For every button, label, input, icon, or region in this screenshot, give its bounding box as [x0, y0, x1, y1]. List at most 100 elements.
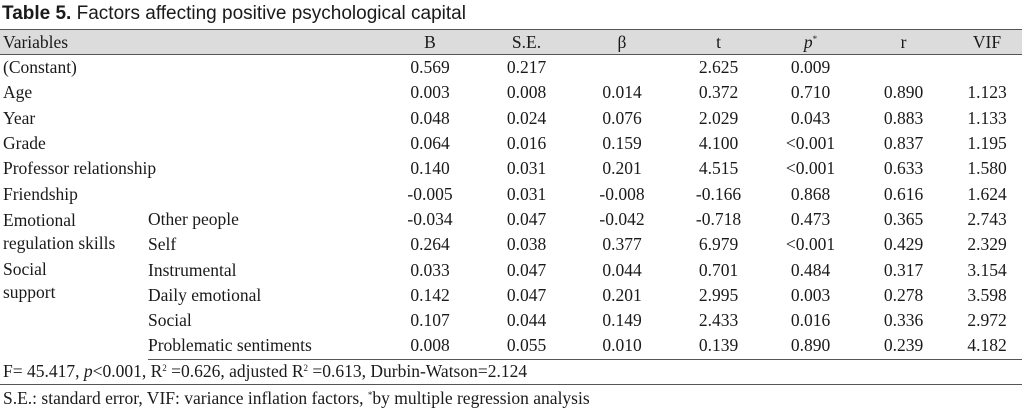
table-row: Grade 0.064 0.016 0.159 4.100 <0.001 0.8… — [0, 131, 1022, 156]
sub-row-label: Daily emotional — [148, 284, 262, 305]
cell-beta: 0.014 — [602, 82, 642, 103]
cell-b: 0.142 — [410, 284, 450, 305]
header-p: p* — [766, 29, 855, 55]
cell-beta: 0.201 — [602, 284, 642, 305]
cell-b: -0.005 — [407, 183, 453, 204]
cell-beta: 0.201 — [602, 158, 642, 179]
table-row: Year 0.048 0.024 0.076 2.029 0.043 0.883… — [0, 106, 1022, 131]
cell-t: 0.372 — [698, 82, 739, 103]
cell-se: 0.044 — [506, 310, 547, 331]
cell-p: 0.003 — [790, 284, 831, 305]
cell-vif: 3.598 — [967, 284, 1007, 305]
table-row: Social 0.107 0.044 0.149 2.433 0.016 0.3… — [0, 308, 1022, 333]
cell-se: 0.055 — [480, 333, 573, 360]
cell-se: 0.008 — [506, 82, 547, 103]
cell-se: 0.024 — [506, 107, 547, 128]
cell-beta: 0.149 — [602, 310, 642, 331]
cell-vif: 2.329 — [967, 234, 1007, 255]
cell-vif: 2.743 — [967, 208, 1007, 229]
table-row: Professor relationship 0.140 0.031 0.201… — [0, 156, 1022, 181]
sub-row-label: Other people — [148, 208, 239, 229]
cell-p: <0.001 — [785, 158, 836, 179]
cell-se: 0.016 — [506, 133, 547, 154]
cell-b: 0.264 — [410, 234, 450, 255]
cell-r: 0.336 — [883, 310, 924, 331]
cell-t: 0.139 — [671, 333, 766, 360]
table-row: Daily emotional 0.142 0.047 0.201 2.995 … — [0, 283, 1022, 308]
cell-p: 0.484 — [790, 259, 831, 280]
cell-b: 0.048 — [410, 107, 450, 128]
table-footnote: S.E.: standard error, VIF: variance infl… — [3, 388, 590, 408]
group-label-social: Social support — [3, 259, 56, 303]
cell-se: 0.038 — [506, 234, 547, 255]
cell-vif: 4.182 — [952, 333, 1022, 360]
cell-t: 2.029 — [698, 107, 739, 128]
cell-b: 0.064 — [410, 133, 450, 154]
cell-se: 0.047 — [506, 259, 547, 280]
cell-se: 0.047 — [506, 208, 547, 229]
cell-r: 0.317 — [883, 259, 924, 280]
row-label: Grade — [3, 133, 46, 154]
cell-r: 0.429 — [883, 234, 924, 255]
cell-p: 0.868 — [790, 183, 831, 204]
cell-r: 0.616 — [883, 183, 924, 204]
row-label: Year — [3, 107, 36, 128]
cell-se: 0.047 — [506, 284, 547, 305]
cell-p: 0.473 — [790, 208, 831, 229]
cell-t: 4.100 — [698, 133, 739, 154]
row-label: Professor relationship — [3, 158, 157, 179]
table-caption: Table 5. Factors affecting positive psyc… — [2, 1, 466, 27]
table-row: (Constant) 0.569 0.217 2.625 0.009 — [0, 55, 1022, 81]
cell-b: 0.003 — [410, 82, 450, 103]
cell-b: 0.569 — [410, 57, 450, 78]
cell-vif: 1.133 — [967, 107, 1007, 128]
cell-r: 0.883 — [883, 107, 924, 128]
cell-b: 0.008 — [380, 333, 480, 360]
table-row: Age 0.003 0.008 0.014 0.372 0.710 0.890 … — [0, 80, 1022, 105]
cell-vif: 1.123 — [967, 82, 1007, 103]
sub-row-label: Social — [148, 310, 192, 331]
cell-p: 0.890 — [766, 333, 855, 360]
cell-beta: 0.076 — [602, 107, 642, 128]
cell-t: 2.433 — [698, 310, 739, 331]
cell-b: 0.107 — [410, 310, 450, 331]
cell-p: 0.016 — [790, 310, 831, 331]
table-row: Emotional regulation skills Other people … — [0, 207, 1022, 253]
divider — [0, 384, 1022, 385]
cell-se: 0.217 — [506, 57, 547, 78]
header-t: t — [671, 29, 766, 55]
regression-table: Variables B S.E. β t p* r VIF (Constant)… — [0, 29, 1022, 360]
header-beta: β — [573, 29, 671, 55]
sub-row-label: Self — [148, 234, 177, 255]
table-row: Problematic sentiments 0.008 0.055 0.010… — [0, 333, 1022, 360]
cell-vif: 1.624 — [967, 183, 1007, 204]
header-r: r — [855, 29, 952, 55]
cell-vif: 1.195 — [967, 133, 1007, 154]
cell-t: -0.718 — [695, 208, 742, 229]
sub-row-label: Instrumental — [148, 259, 237, 280]
table-row: Friendship -0.005 0.031 -0.008 -0.166 0.… — [0, 181, 1022, 206]
table-row: Social support Instrumental 0.033 0.047 0… — [0, 257, 1022, 302]
cell-r: 0.633 — [883, 158, 924, 179]
cell-beta: 0.044 — [602, 259, 642, 280]
cell-beta: 0.010 — [573, 333, 671, 360]
cell-vif: 3.154 — [967, 259, 1007, 280]
cell-r: 0.278 — [883, 284, 924, 305]
cell-beta: 0.159 — [602, 133, 642, 154]
cell-se: 0.031 — [506, 183, 547, 204]
cell-b: 0.140 — [410, 158, 450, 179]
cell-p: <0.001 — [785, 234, 836, 255]
table-title: Factors affecting positive psychological… — [71, 3, 466, 24]
row-label: Age — [3, 82, 33, 103]
cell-vif: 2.972 — [967, 310, 1007, 331]
cell-r: 0.837 — [883, 133, 924, 154]
cell-p: <0.001 — [785, 133, 836, 154]
cell-p: 0.043 — [790, 107, 831, 128]
cell-t: 4.515 — [698, 158, 739, 179]
cell-beta — [573, 55, 671, 81]
cell-b: 0.033 — [410, 259, 450, 280]
row-label: Friendship — [3, 183, 78, 204]
cell-p: 0.009 — [790, 57, 831, 78]
cell-t: 2.625 — [698, 57, 739, 78]
table-row: Self 0.264 0.038 0.377 6.979 <0.001 0.42… — [0, 232, 1022, 257]
